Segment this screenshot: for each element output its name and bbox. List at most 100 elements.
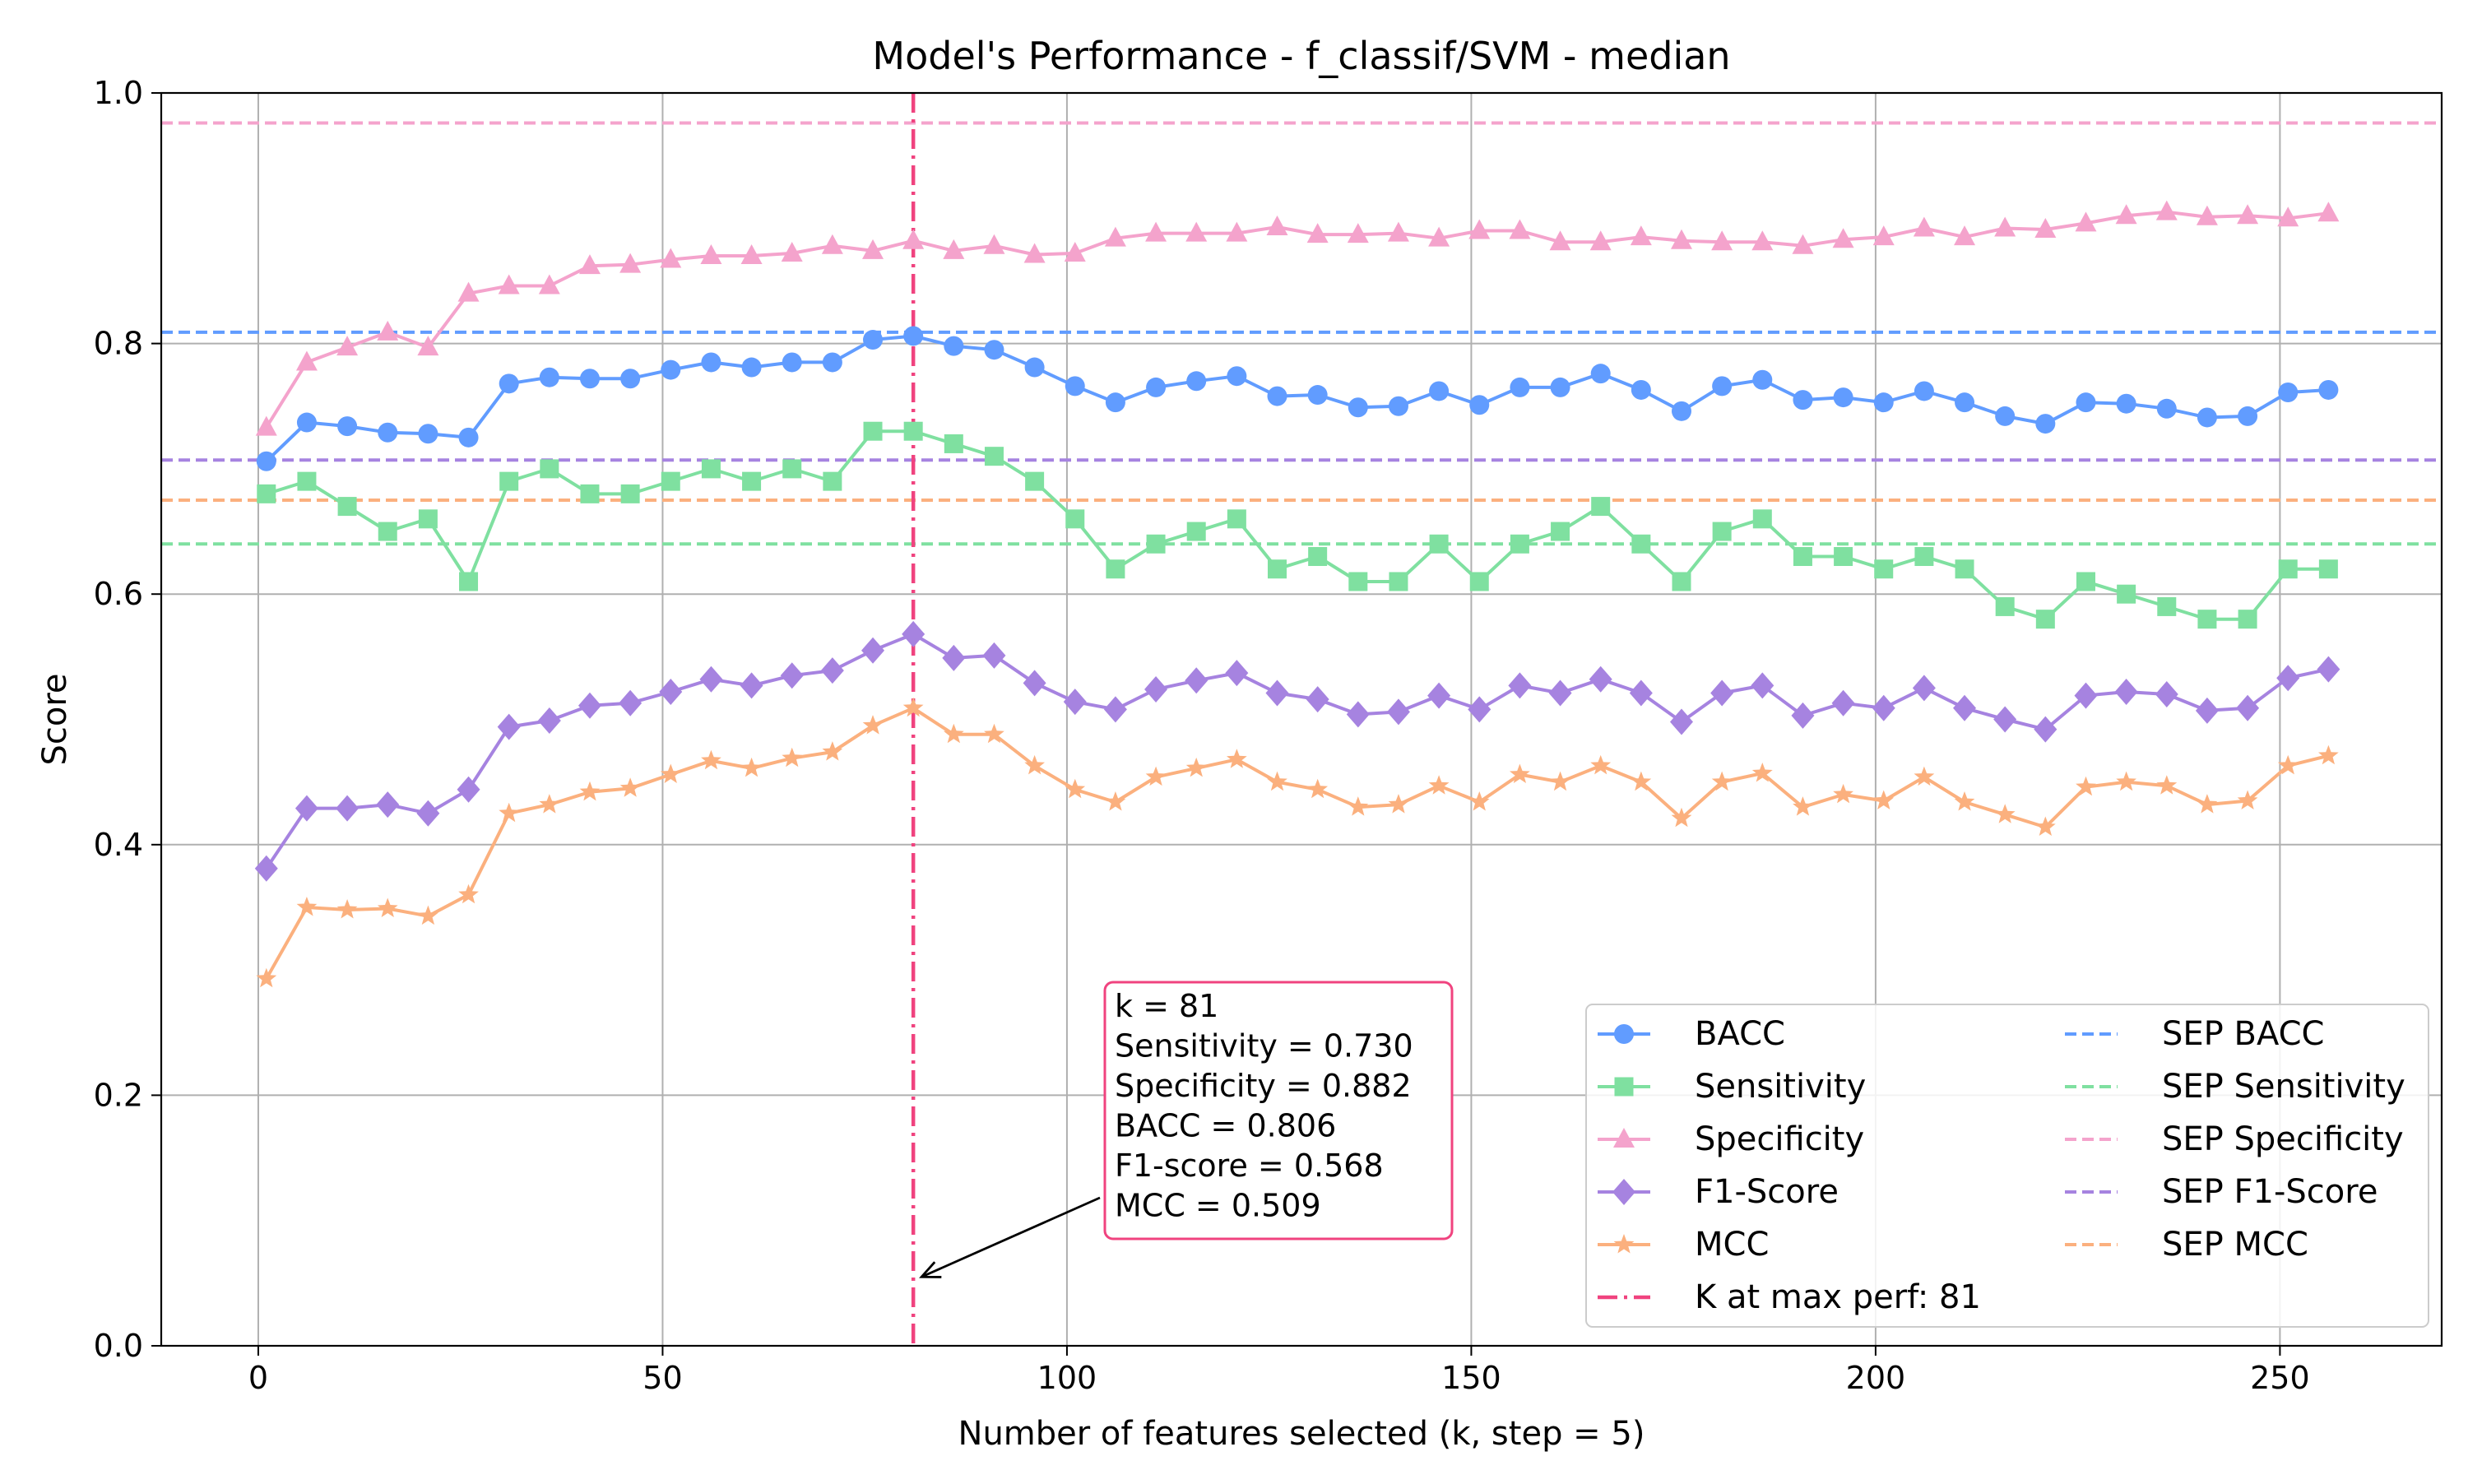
- data-point-bacc: [701, 352, 721, 373]
- data-point-mcc: [862, 715, 884, 735]
- data-point-f1-score: [1791, 702, 1815, 729]
- data-point-f1-score: [1185, 667, 1208, 694]
- data-point-f1-score: [2114, 678, 2138, 705]
- data-point-mcc: [2277, 754, 2299, 775]
- data-point-f1-score: [1589, 665, 1612, 693]
- legend-label-sep-mcc: SEP MCC: [2162, 1226, 2308, 1264]
- annotation-line: MCC = 0.509: [1115, 1188, 1321, 1224]
- data-point-sensitivity: [620, 484, 640, 503]
- data-point-specificity: [1549, 230, 1571, 251]
- data-point-sensitivity: [1469, 572, 1489, 591]
- data-point-f1-score: [2276, 665, 2300, 692]
- data-point-f1-score: [1063, 689, 1087, 716]
- data-point-mcc: [336, 899, 358, 919]
- data-point-bacc: [903, 326, 924, 346]
- data-point-specificity: [1671, 229, 1692, 249]
- data-point-mcc: [2197, 794, 2218, 814]
- data-point-f1-score: [1953, 694, 1977, 721]
- data-point-bacc: [1833, 387, 1853, 408]
- data-point-sensitivity: [1591, 497, 1611, 517]
- data-point-sensitivity: [1631, 534, 1651, 554]
- data-point-sensitivity: [337, 497, 357, 517]
- data-point-bacc: [944, 336, 964, 356]
- data-point-specificity: [255, 415, 277, 436]
- legend-box: [1585, 1004, 2429, 1328]
- data-point-bacc: [661, 359, 681, 380]
- data-point-f1-score: [942, 644, 966, 671]
- data-point-f1-score: [457, 776, 480, 803]
- data-point-specificity: [1306, 223, 1329, 243]
- data-point-f1-score: [2155, 681, 2178, 708]
- series-line-specificity: [265, 210, 2329, 429]
- data-point-mcc: [1468, 791, 1490, 811]
- data-point-sensitivity: [823, 471, 842, 491]
- data-point-mcc: [2116, 771, 2136, 791]
- annotation-line: Specificity = 0.882: [1115, 1068, 1412, 1104]
- data-point-mcc: [296, 897, 318, 916]
- data-point-f1-score: [1629, 679, 1653, 707]
- data-point-mcc: [1227, 749, 1247, 768]
- data-point-f1-score: [1872, 694, 1895, 721]
- data-point-sensitivity: [540, 459, 559, 479]
- data-point-sensitivity: [378, 522, 397, 541]
- data-point-bacc: [863, 330, 884, 350]
- data-point-specificity: [700, 243, 722, 264]
- data-point-specificity: [1064, 241, 1086, 262]
- data-point-sensitivity: [1146, 534, 1166, 554]
- data-point-specificity: [1711, 230, 1733, 251]
- legend-label-bacc: BACC: [1695, 1015, 1785, 1053]
- data-point-mcc: [822, 741, 843, 761]
- data-point-mcc: [701, 749, 721, 770]
- data-point-bacc: [741, 357, 762, 378]
- data-point-sensitivity: [1551, 522, 1570, 541]
- data-point-bacc: [984, 340, 1004, 360]
- series-specificity: [255, 200, 2340, 436]
- data-point-bacc: [1995, 406, 2016, 426]
- data-point-bacc: [1550, 377, 1570, 397]
- data-point-specificity: [1468, 219, 1491, 239]
- data-point-mcc: [1145, 766, 1167, 786]
- data-point-sensitivity: [1227, 509, 1246, 529]
- series-line-mcc: [265, 706, 2329, 980]
- data-point-f1-score: [820, 657, 844, 684]
- data-point-sensitivity: [1995, 596, 2015, 616]
- y-tick-label: 1.0: [94, 75, 143, 111]
- data-point-bacc: [1631, 379, 1651, 400]
- series-line-f1-score: [265, 632, 2329, 870]
- data-point-mcc: [1671, 807, 1692, 828]
- data-point-mcc: [499, 802, 519, 823]
- data-point-f1-score: [1468, 696, 1491, 723]
- data-point-bacc: [1712, 376, 1733, 397]
- data-point-f1-score: [1346, 701, 1370, 728]
- data-point-f1-score: [740, 672, 763, 699]
- data-point-specificity: [1954, 225, 1976, 246]
- data-point-f1-score: [2034, 716, 2057, 743]
- data-point-mcc: [782, 747, 803, 768]
- legend-label-f1-score: F1-Score: [1695, 1173, 1839, 1211]
- data-point-f1-score: [1427, 682, 1451, 709]
- y-tick-label: 0.8: [94, 326, 143, 362]
- data-point-sensitivity: [1955, 559, 1974, 579]
- data-point-mcc: [1388, 794, 1409, 814]
- data-point-bacc: [2076, 392, 2096, 413]
- data-point-specificity: [417, 336, 439, 356]
- series-sensitivity: [257, 421, 2338, 629]
- data-point-specificity: [457, 281, 480, 302]
- data-point-specificity: [1751, 230, 1774, 251]
- data-point-bacc: [1510, 377, 1530, 397]
- data-point-f1-score: [902, 620, 926, 647]
- data-point-bacc: [2035, 414, 2056, 434]
- data-point-mcc: [1185, 757, 1207, 777]
- data-point-sensitivity: [2278, 559, 2298, 579]
- plot-frame: [160, 91, 2443, 1347]
- data-point-bacc: [1469, 395, 1490, 415]
- data-point-bacc: [1348, 397, 1368, 418]
- legend-marker-mcc: [1613, 1234, 1635, 1254]
- data-point-mcc: [418, 905, 438, 925]
- data-point-specificity: [1509, 219, 1531, 239]
- data-point-f1-score: [497, 713, 521, 740]
- data-point-sensitivity: [1874, 559, 1894, 579]
- data-point-specificity: [1994, 216, 2016, 237]
- data-point-specificity: [1266, 215, 1288, 235]
